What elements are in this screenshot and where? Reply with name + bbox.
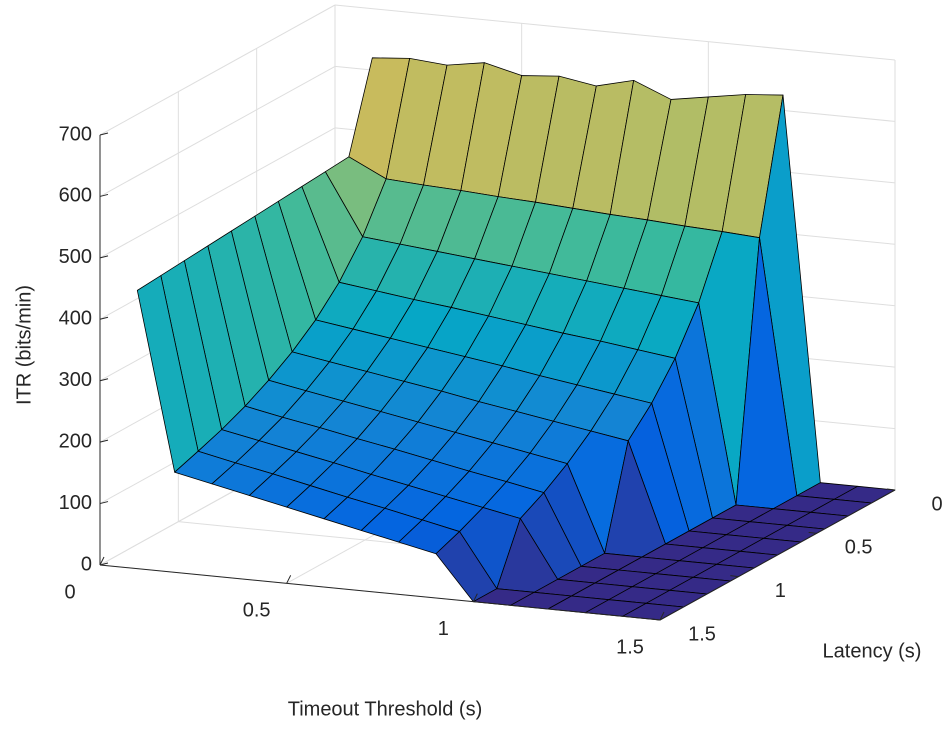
axes: 0 100 200 300 400 500 600 700 0 0.5 1 1.5 0 0.5 1 1.5 <box>59 123 943 658</box>
y-tick <box>730 575 739 578</box>
z-tick-label: 700 <box>59 123 92 145</box>
z-tick <box>99 132 109 136</box>
z-tick-label: 600 <box>59 185 92 207</box>
y-tick-label: 0.5 <box>845 537 873 559</box>
y-tick <box>808 531 817 534</box>
y-tick-label: 0 <box>931 493 942 515</box>
x-tick <box>659 611 665 621</box>
z-tick <box>99 378 109 382</box>
grid-line <box>99 127 336 259</box>
grid-line <box>99 4 336 136</box>
x-axis-label: Timeout Threshold (s) <box>288 698 483 720</box>
y-tick <box>651 618 661 621</box>
x-tick <box>472 593 478 602</box>
z-tick <box>99 439 109 443</box>
z-tick-label: 100 <box>59 492 92 514</box>
y-tick-label: 1.5 <box>688 623 716 645</box>
x-tick <box>99 556 105 566</box>
z-tick-label: 0 <box>81 553 92 575</box>
x-tick-label: 1.5 <box>616 636 644 658</box>
x-tick <box>286 575 292 584</box>
z-tick-label: 400 <box>59 308 92 330</box>
z-tick <box>99 255 109 259</box>
z-tick-label: 300 <box>59 369 92 391</box>
y-axis-line <box>659 489 896 621</box>
z-tick <box>99 501 109 505</box>
x-tick-label: 0 <box>64 581 75 603</box>
z-axis-label: ITR (bits/min) <box>13 285 35 405</box>
z-tick-label: 200 <box>59 430 92 452</box>
y-tick-label: 1 <box>775 580 786 602</box>
y-axis-label: Latency (s) <box>823 640 922 662</box>
z-tick <box>99 562 109 566</box>
x-axis-line <box>99 564 661 621</box>
grid-line <box>334 4 896 61</box>
z-tick <box>99 193 109 197</box>
z-tick-label: 500 <box>59 246 92 268</box>
surface <box>136 57 896 621</box>
grid-line <box>99 65 336 197</box>
z-tick <box>99 316 109 320</box>
y-tick <box>886 488 896 491</box>
x-tick-label: 0.5 <box>243 600 271 622</box>
x-tick-label: 1 <box>438 618 449 640</box>
